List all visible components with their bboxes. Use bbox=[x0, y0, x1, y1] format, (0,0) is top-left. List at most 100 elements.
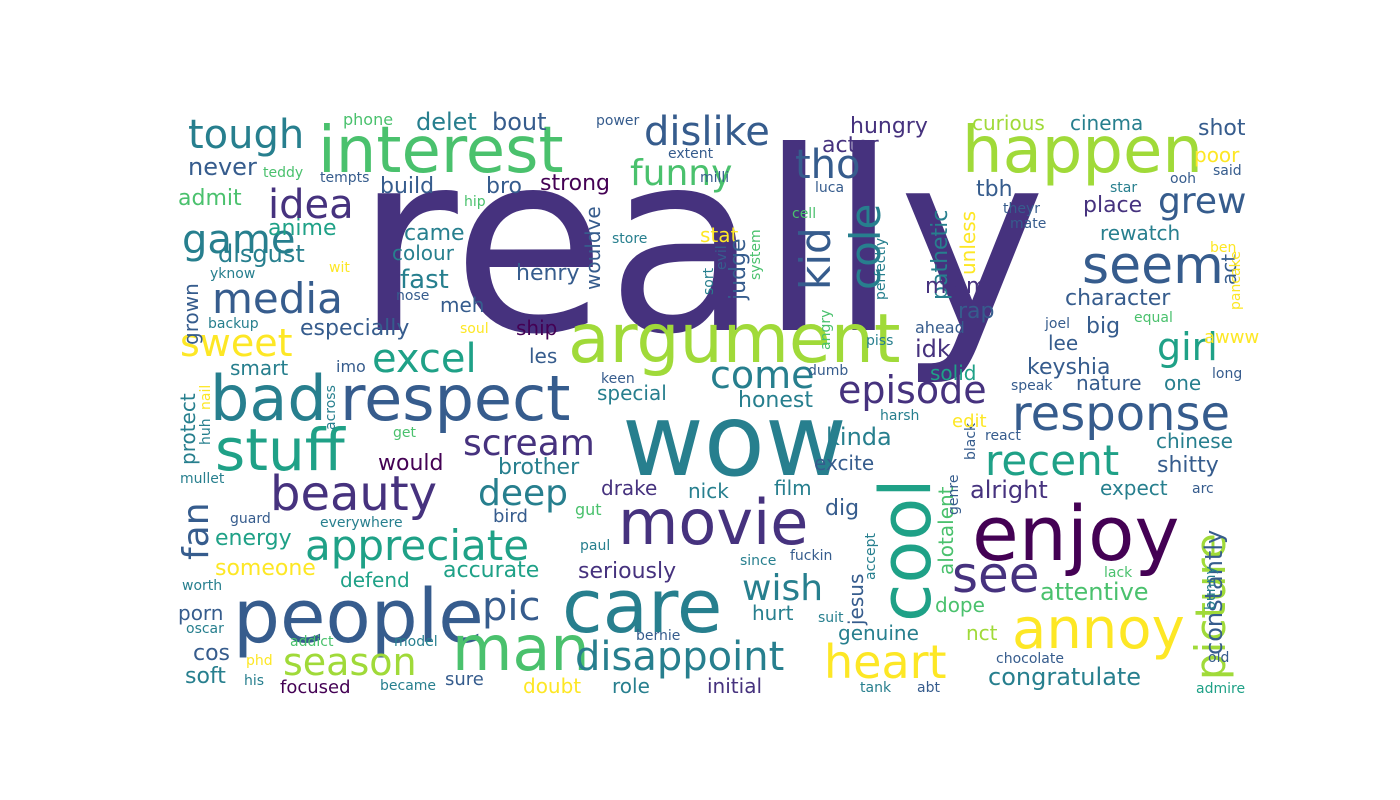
word-never: never bbox=[188, 153, 257, 181]
word-genuine: genuine bbox=[838, 621, 919, 645]
word-appreciate: appreciate bbox=[305, 521, 529, 570]
word-heart: heart bbox=[824, 635, 947, 689]
word-cos: cos bbox=[193, 641, 230, 666]
word-cool: cool bbox=[865, 478, 947, 622]
word-teddy: teddy bbox=[263, 165, 303, 181]
word-sure: sure bbox=[445, 669, 484, 690]
word-people: people bbox=[233, 574, 484, 660]
word-tho: tho bbox=[795, 142, 861, 188]
word-henry: henry bbox=[516, 261, 580, 286]
word-keen: keen bbox=[601, 371, 635, 387]
word-speak: speak bbox=[1011, 378, 1053, 394]
word-delet: delet bbox=[416, 108, 477, 136]
word-attentive: attentive bbox=[1040, 578, 1149, 606]
word-judge: judge bbox=[726, 238, 751, 301]
word-expect: expect bbox=[1100, 476, 1168, 500]
word-ahead: ahead bbox=[915, 318, 965, 337]
word-soul: soul bbox=[460, 321, 489, 337]
word-actor: actor bbox=[822, 133, 880, 158]
word-deep: deep bbox=[478, 473, 568, 514]
word-would: would bbox=[378, 451, 443, 476]
word-paul: paul bbox=[580, 538, 610, 554]
word-congratulate: congratulate bbox=[988, 663, 1141, 691]
word-awww: awww bbox=[1204, 327, 1259, 348]
word-accurate: accurate bbox=[443, 558, 539, 583]
word-defend: defend bbox=[340, 568, 410, 592]
word-bernie: bernie bbox=[636, 628, 680, 644]
word-constantly: constantly bbox=[1200, 530, 1228, 655]
word-role: role bbox=[612, 674, 650, 698]
word-dislike: dislike bbox=[644, 109, 770, 155]
word-big: big bbox=[1086, 314, 1120, 339]
word-long: long bbox=[1212, 366, 1242, 382]
word-nick: nick bbox=[688, 479, 729, 503]
word-joel: joel bbox=[1044, 316, 1070, 332]
word-addict: addict bbox=[290, 634, 334, 650]
word-power: power bbox=[596, 113, 640, 129]
word-idea: idea bbox=[268, 182, 354, 228]
word-place: place bbox=[1083, 193, 1142, 218]
word-alotalent: alotalent bbox=[934, 486, 958, 575]
word-enjoy: enjoy bbox=[972, 489, 1180, 578]
word-wit: wit bbox=[329, 260, 350, 276]
word-episode: episode bbox=[838, 368, 987, 412]
word-across: across bbox=[323, 385, 339, 430]
word-miami: miami bbox=[925, 274, 994, 299]
word-huh: huh bbox=[198, 418, 214, 445]
word-yknow: yknow bbox=[210, 266, 255, 282]
word-recent: recent bbox=[985, 436, 1119, 485]
word-worth: worth bbox=[182, 578, 222, 594]
word-keyshia: keyshia bbox=[1027, 355, 1111, 380]
word-sort: sort bbox=[701, 267, 717, 295]
word-scream: scream bbox=[463, 423, 595, 464]
word-nose: nose bbox=[396, 288, 429, 304]
word-evil: evil bbox=[714, 245, 730, 270]
word-see: see bbox=[952, 546, 1040, 604]
word-protect: protect bbox=[176, 393, 200, 465]
word-hip: hip bbox=[464, 194, 486, 210]
word-doubt: doubt bbox=[523, 674, 581, 698]
word-lack: lack bbox=[1104, 565, 1133, 581]
word-guard: guard bbox=[230, 511, 271, 527]
word-alright: alright bbox=[970, 476, 1048, 504]
word-nail: nail bbox=[198, 385, 214, 410]
word-phd: phd bbox=[246, 653, 273, 669]
word-star: star bbox=[1110, 180, 1137, 196]
word-kinda: kinda bbox=[826, 423, 892, 451]
word-wouldve: wouldve bbox=[581, 206, 605, 290]
word-phone: phone bbox=[343, 110, 393, 129]
word-admit: admit bbox=[178, 186, 242, 211]
word-honest: honest bbox=[738, 388, 813, 413]
word-said: said bbox=[1213, 163, 1242, 179]
word-really: really bbox=[355, 98, 1046, 389]
word-stuff: stuff bbox=[215, 416, 347, 484]
word-porn: porn bbox=[178, 601, 223, 625]
word-media: media bbox=[212, 274, 343, 323]
word-pic: pic bbox=[482, 584, 541, 630]
word-funny: funny bbox=[630, 153, 732, 194]
word-hurt: hurt bbox=[752, 601, 794, 625]
word-girl: girl bbox=[1157, 325, 1218, 369]
word-store: store bbox=[612, 231, 647, 247]
word-react: react bbox=[985, 428, 1021, 444]
word-suit: suit bbox=[818, 610, 844, 626]
word-imo: imo bbox=[336, 357, 366, 376]
word-drake: drake bbox=[601, 476, 657, 500]
word-care: care bbox=[562, 564, 722, 650]
word-accept: accept bbox=[863, 533, 879, 580]
word-extent: extent bbox=[668, 146, 714, 162]
word-wow: wow bbox=[622, 382, 847, 499]
word-fuckin: fuckin bbox=[790, 548, 832, 564]
word-chocolate: chocolate bbox=[996, 651, 1064, 667]
word-tank: tank bbox=[860, 680, 892, 696]
word-tbh: tbh bbox=[976, 177, 1013, 202]
word-act: act bbox=[1217, 254, 1241, 285]
word-curious: curious bbox=[972, 111, 1045, 135]
word-harsh: harsh bbox=[880, 408, 919, 424]
word-unless: unless bbox=[956, 211, 980, 275]
word-someone: someone bbox=[215, 556, 316, 581]
word-soft: soft bbox=[185, 664, 226, 689]
word-especially: especially bbox=[300, 316, 409, 341]
word-mullet: mullet bbox=[180, 471, 225, 487]
word-became: became bbox=[380, 678, 436, 694]
